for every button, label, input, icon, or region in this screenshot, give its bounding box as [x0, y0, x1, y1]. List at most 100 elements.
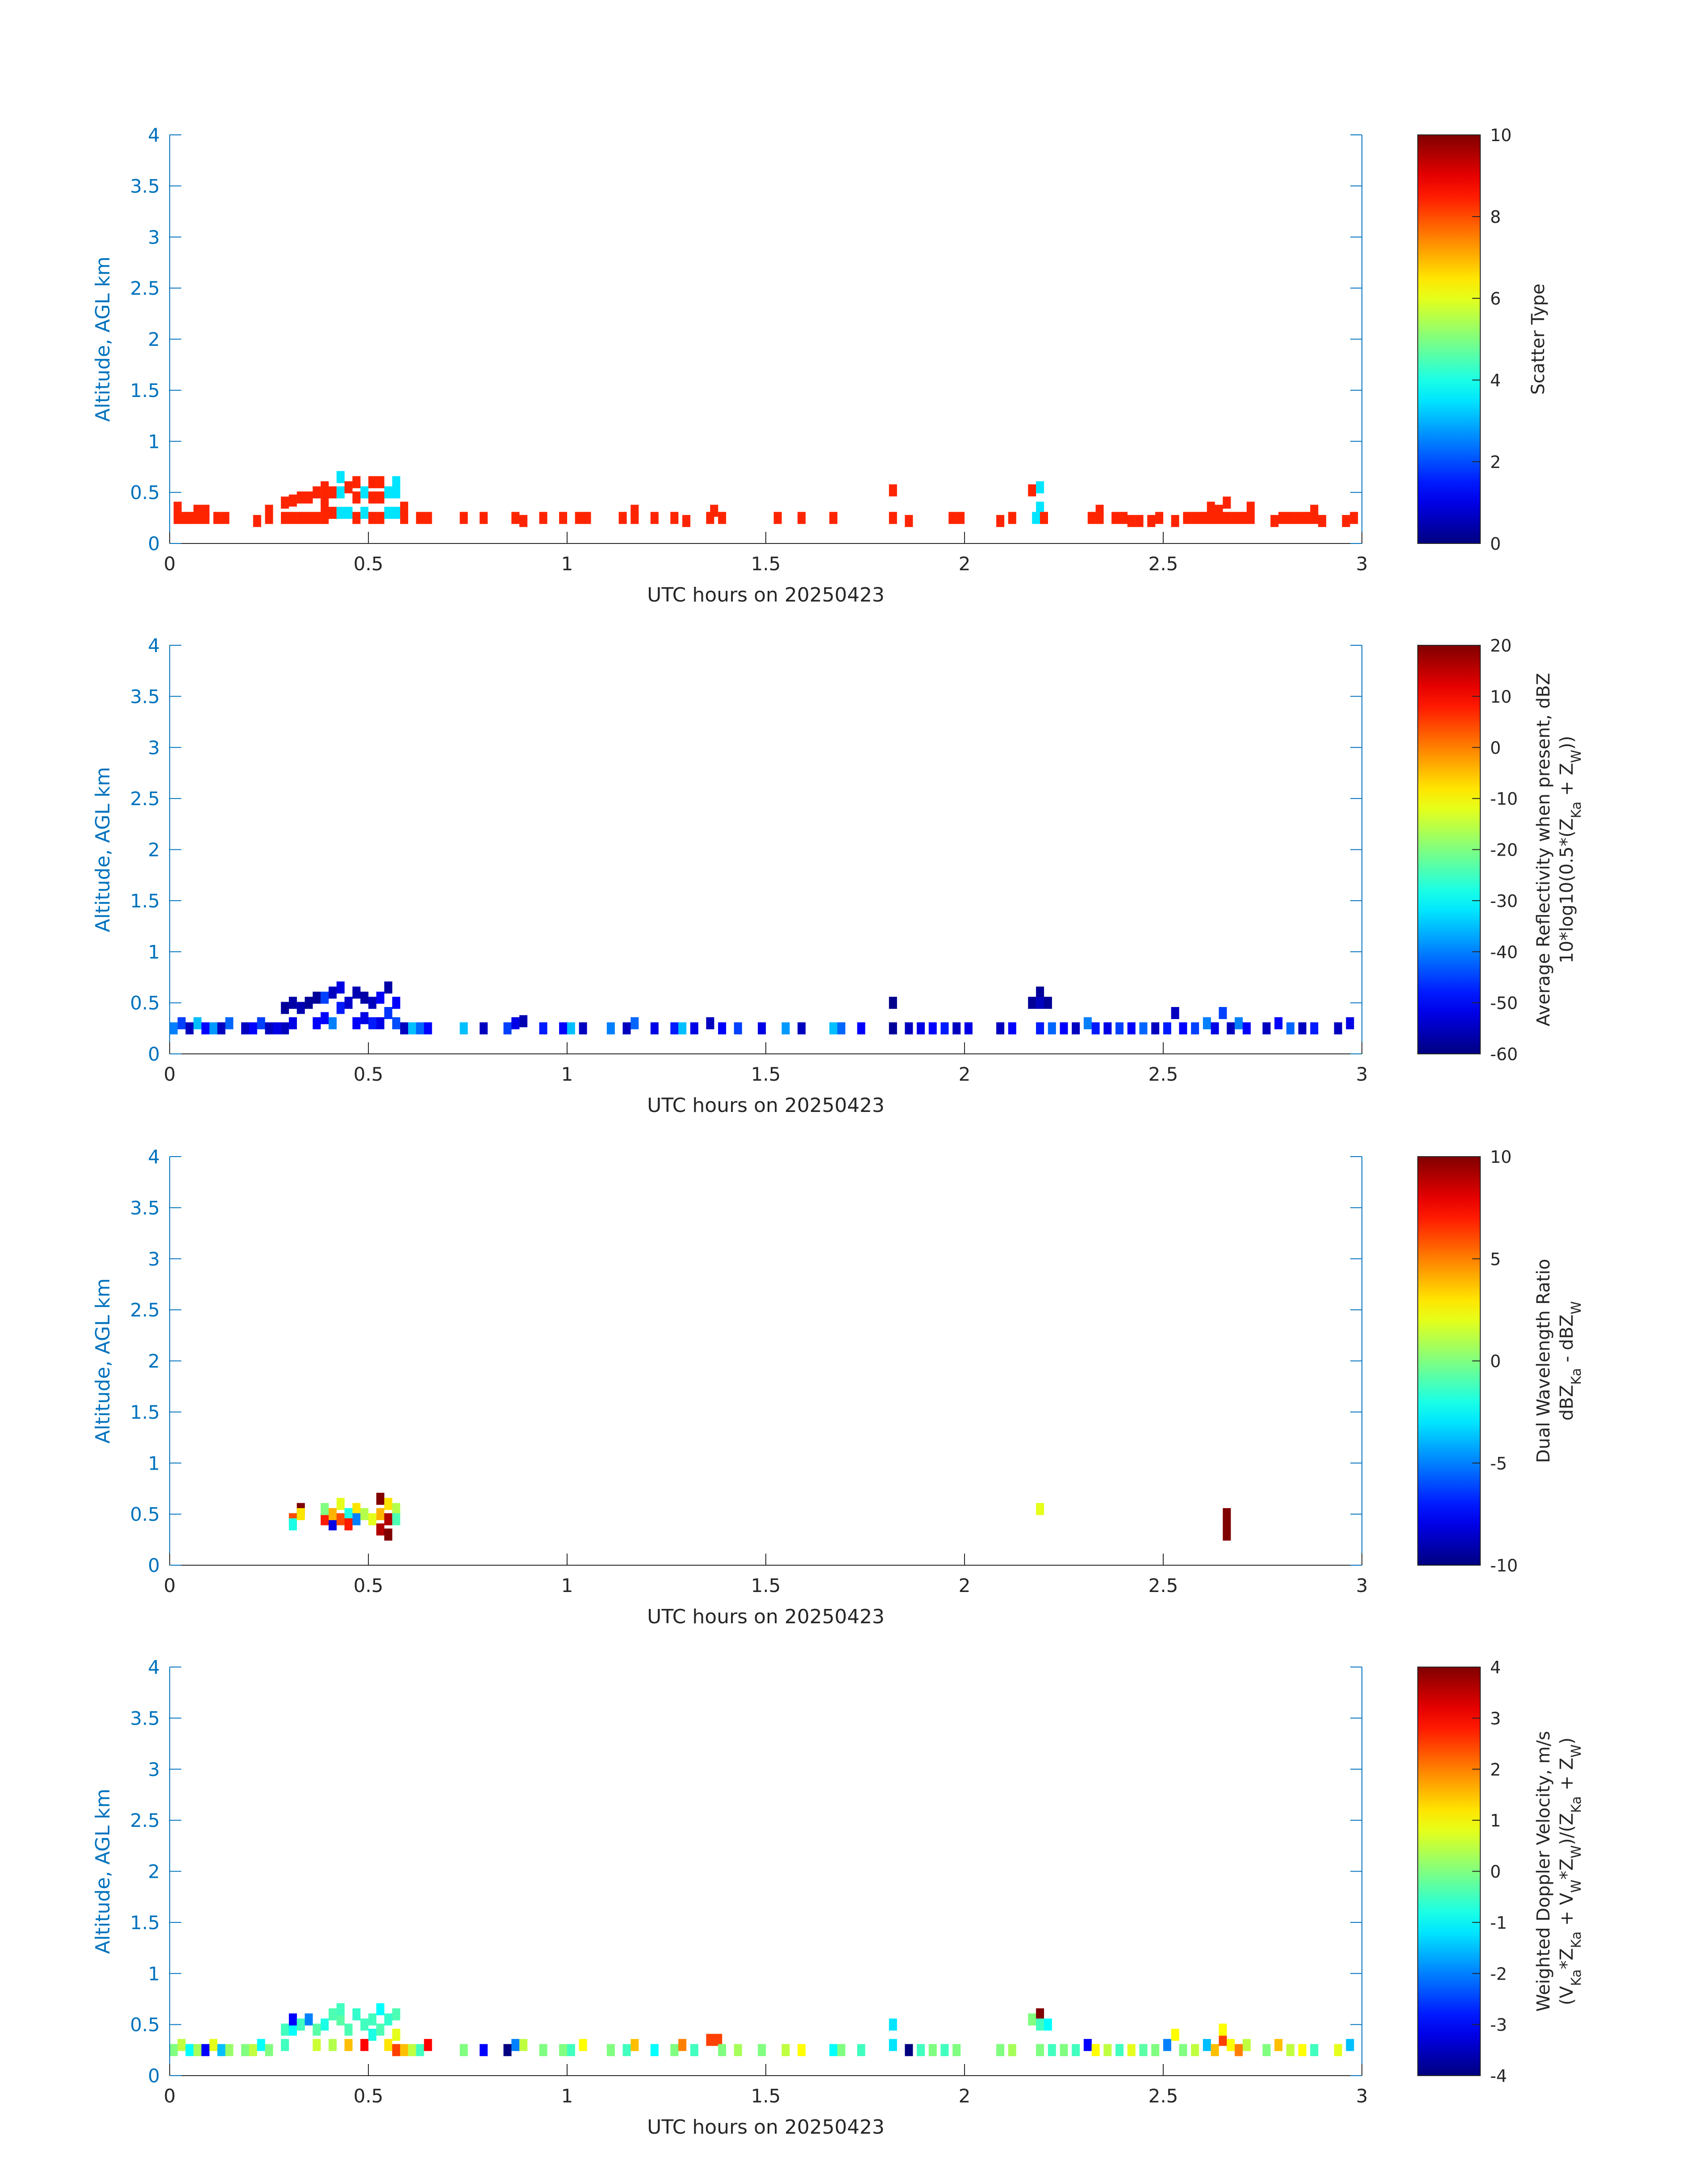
- panel4-data-cell: [416, 2044, 424, 2056]
- panel1-x-tick-label: 2.5: [1148, 553, 1178, 575]
- panel1-data-cell: [710, 505, 718, 517]
- panel2-data-cell: [996, 1022, 1005, 1035]
- panel4-data-cell: [1171, 2029, 1179, 2041]
- panel2-data-cell: [344, 997, 353, 1009]
- panel2-colorbar-label-line: Average Reflectivity when present, dBZ: [1533, 673, 1554, 1026]
- panel1-data-cell: [631, 505, 639, 517]
- panel4-data-cell: [217, 2044, 226, 2056]
- panel4-data-cell: [567, 2044, 575, 2056]
- panel1-data-cell: [1350, 512, 1358, 524]
- panel4-data-cell: [1211, 2044, 1219, 2056]
- panel2-data-cell: [622, 1022, 631, 1035]
- panel4-y-tick-label: 2.5: [130, 1809, 160, 1831]
- panel4-data-cell: [376, 2003, 384, 2015]
- panel3-colorbar-tick-label: -5: [1490, 1454, 1507, 1473]
- panel3-data-cell: [328, 1518, 337, 1530]
- panel4-colorbar-label-line: Weighted Doppler Velocity, m/s: [1533, 1731, 1554, 2012]
- panel4-data-cell: [201, 2044, 210, 2056]
- panel4-data-cell: [459, 2044, 468, 2056]
- panel1-x-tick-label: 3: [1356, 553, 1368, 575]
- panel2-data-cell: [567, 1022, 575, 1035]
- panel1-x-tick-label: 1.5: [751, 553, 781, 575]
- panel1-x-tick-label: 0.5: [354, 553, 384, 575]
- panel4-data-cell: [368, 2029, 376, 2041]
- panel3-data-cell: [288, 1518, 297, 1530]
- panel2-data-cell: [1227, 1022, 1235, 1035]
- panel2-data-cell: [185, 1022, 194, 1035]
- panel4-data-cell: [606, 2044, 615, 2056]
- panel3-y-tick-label: 3.5: [130, 1197, 160, 1219]
- panel2-data-cell: [201, 1022, 210, 1035]
- panel3-colorbar-label-line: dBZKa - dBZW: [1557, 1301, 1584, 1421]
- panel2-data-cell: [296, 1002, 305, 1014]
- panel1-y-axis-label: Altitude, AGL km: [92, 256, 114, 422]
- panel4-colorbar: [1417, 1667, 1481, 2076]
- panel1-data-cell: [1008, 512, 1016, 524]
- panel4-data-cell: [678, 2039, 687, 2051]
- panel3-data-cell: [376, 1523, 384, 1536]
- panel2-data-cell: [376, 991, 384, 1004]
- panel4-data-cell: [1008, 2044, 1016, 2056]
- panel1-y-tick-label: 2: [148, 329, 160, 351]
- panel2-data-cell: [706, 1017, 714, 1029]
- panel4-data-cell: [1163, 2039, 1171, 2051]
- panel1-data-cell: [201, 505, 210, 517]
- panel3-y-tick-label: 2: [148, 1350, 160, 1372]
- panel3-data-cell: [392, 1503, 401, 1515]
- panel2-data-cell: [670, 1022, 679, 1035]
- panel3-colorbar-tick-label: -10: [1490, 1556, 1518, 1575]
- panel3-y-tick-label: 3: [148, 1248, 160, 1270]
- panel3-x-tick-label: 1: [561, 1575, 573, 1596]
- panel1-data-cell: [1087, 512, 1096, 524]
- panel1-colorbar-tick-label: 8: [1490, 207, 1501, 227]
- panel4-x-tick-label: 0: [164, 2085, 176, 2107]
- panel2-x-tick-label: 2.5: [1148, 1063, 1178, 1085]
- panel2-data-cell: [360, 1012, 369, 1024]
- panel2-data-cell: [360, 991, 369, 1004]
- panel1-data-cell: [313, 486, 321, 499]
- panel2-data-cell: [1127, 1022, 1136, 1035]
- panel1-plot-area: [170, 135, 1362, 543]
- panel1-data-cell: [1155, 512, 1164, 524]
- panel4-data-cell: [889, 2039, 897, 2051]
- panel1-y-tick-label: 4: [148, 124, 160, 146]
- panel4-data-cell: [1028, 2013, 1036, 2026]
- panel1-data-cell: [360, 506, 369, 519]
- panel2-data-cell: [1262, 1022, 1271, 1035]
- panel2-data-cell: [690, 1022, 698, 1035]
- panel4-data-cell: [1203, 2039, 1211, 2051]
- panel1-data-cell: [281, 512, 289, 524]
- panel1-colorbar-tick-label: 2: [1490, 452, 1501, 472]
- panel3-x-tick-label: 0: [164, 1575, 176, 1596]
- panel4-data-cell: [1151, 2044, 1160, 2056]
- panel2-x-tick-label: 1: [561, 1063, 573, 1085]
- panel1-data-cell: [1223, 512, 1231, 524]
- panel1-y-tick-label: 0: [148, 533, 160, 555]
- panel4-x-tick-label: 1: [561, 2085, 573, 2107]
- panel1-data-cell: [376, 491, 384, 504]
- panel2-y-tick-label: 3.5: [130, 685, 160, 707]
- panel1-data-cell: [889, 484, 897, 497]
- panel4-data-cell: [1048, 2044, 1056, 2056]
- panel4-data-cell: [1286, 2044, 1295, 2056]
- panel1-data-cell: [1183, 512, 1191, 524]
- panel3-data-cell: [1036, 1503, 1044, 1515]
- panel4-y-tick-label: 0: [148, 2065, 160, 2087]
- panel3-data-cell: [1223, 1518, 1231, 1530]
- panel3-colorbar-label-line: Dual Wavelength Ratio: [1533, 1259, 1554, 1463]
- panel4-x-axis-label: UTC hours on 20250423: [647, 2116, 885, 2139]
- panel1-data-cell: [416, 512, 424, 524]
- panel2-data-cell: [829, 1022, 838, 1035]
- panel3-y-tick-label: 4: [148, 1146, 160, 1168]
- panel3-x-tick-label: 2: [959, 1575, 971, 1596]
- panel2-data-cell: [376, 1017, 384, 1029]
- panel4-colorbar-tick-label: -2: [1490, 1964, 1507, 1984]
- panel4-y-tick-label: 4: [148, 1656, 160, 1678]
- panel2-data-cell: [1179, 1022, 1187, 1035]
- panel1-data-cell: [1278, 512, 1286, 524]
- panel2-data-cell: [305, 997, 313, 1009]
- panel2-colorbar-tick-label: -20: [1490, 840, 1518, 860]
- panel1-data-cell: [1246, 501, 1255, 514]
- panel1-data-cell: [1310, 505, 1319, 517]
- panel1-data-cell: [321, 491, 329, 504]
